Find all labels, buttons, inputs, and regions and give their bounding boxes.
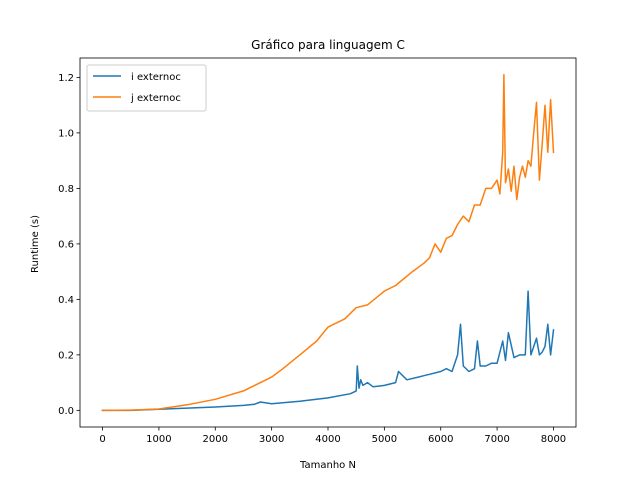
y-tick-label: 0.6 [58, 239, 74, 250]
x-tick-label: 6000 [428, 434, 453, 445]
y-tick-label: 1.0 [58, 128, 74, 139]
x-axis-label: Tamanho N [299, 460, 356, 471]
y-tick-label: 0.2 [58, 350, 74, 361]
chart-title: Gráfico para linguagem C [251, 38, 405, 52]
series-line-1 [101, 290, 555, 412]
legend: i externoc j externoc [86, 64, 207, 112]
x-tick-label: 2000 [203, 434, 228, 445]
y-tick-label: 0.0 [58, 406, 74, 417]
legend-label-2: j externoc [130, 93, 181, 104]
y-axis-label: Runtime (s) [30, 215, 41, 273]
x-tick-label: 1000 [146, 434, 171, 445]
y-tick-label: 0.4 [58, 295, 74, 306]
x-tick-label: 0 [99, 434, 105, 445]
x-tick-label: 5000 [372, 434, 397, 445]
x-tick-label: 4000 [315, 434, 340, 445]
plot-area: 0 1000 2000 3000 4000 5000 6000 7000 8000 0.0 0.2 0… [58, 57, 577, 445]
series-line-2 [101, 73, 555, 412]
x-tick-label: 3000 [259, 434, 284, 445]
x-tick-label: 8000 [541, 434, 566, 445]
y-tick-label: 0.8 [58, 184, 74, 195]
y-tick-label: 1.2 [58, 73, 74, 84]
legend-label-1: i externoc [131, 72, 181, 83]
x-tick-label: 7000 [484, 434, 509, 445]
